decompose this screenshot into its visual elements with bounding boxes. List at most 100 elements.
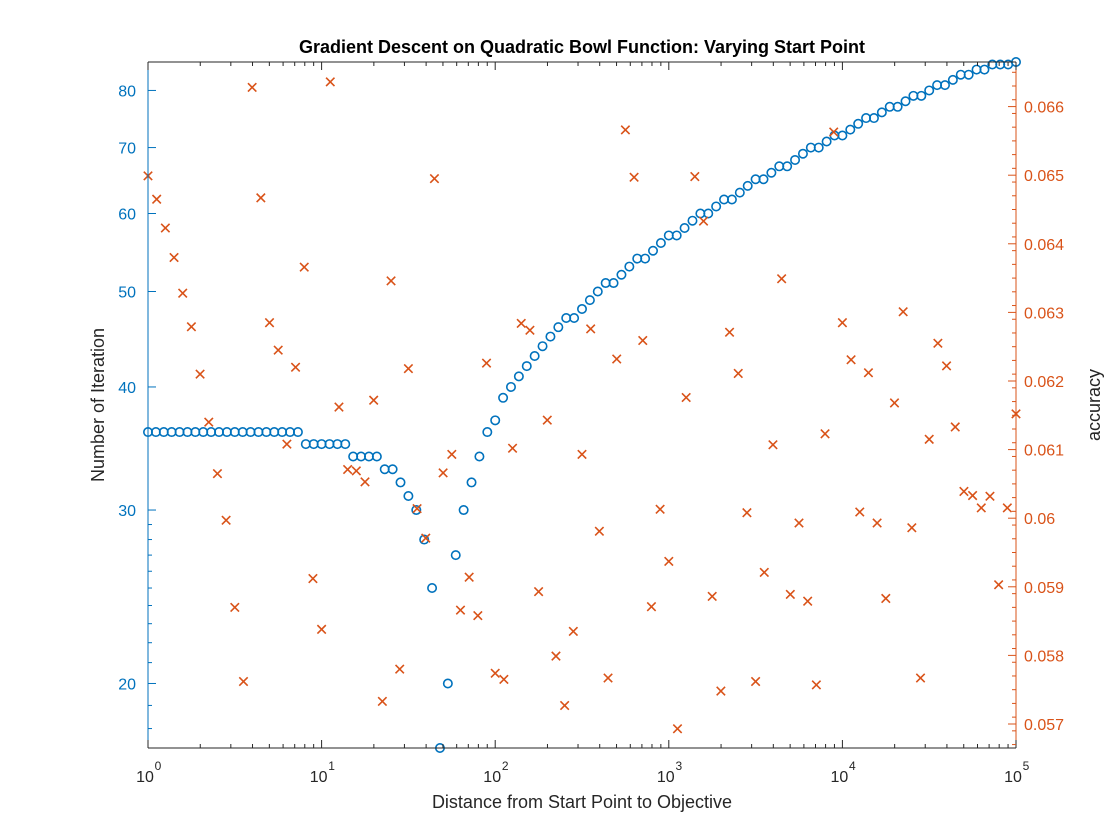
accuracy-point: [195, 369, 205, 379]
accuracy-point-stroke: [316, 624, 327, 635]
accuracy-point: [238, 676, 249, 687]
accuracy-point: [854, 507, 865, 517]
iteration-point: [521, 361, 532, 372]
y-left-tick-label: 20: [118, 676, 136, 693]
accuracy-point: [950, 422, 961, 432]
accuracy-point-stroke: [325, 77, 336, 87]
iteration-point: [916, 90, 927, 101]
iteration-point: [371, 451, 382, 462]
iteration-point: [458, 505, 469, 516]
accuracy-point-stroke: [915, 673, 926, 683]
iteration-point: [498, 392, 509, 403]
accuracy-point: [299, 262, 310, 272]
accuracy-point: [1002, 503, 1013, 513]
accuracy-point: [264, 317, 275, 328]
accuracy-point-stroke: [403, 363, 414, 374]
iteration-point: [726, 194, 737, 205]
accuracy-point-stroke: [559, 700, 570, 711]
accuracy-point: [802, 596, 813, 606]
iteration-point: [790, 154, 801, 165]
accuracy-point: [542, 415, 553, 425]
iteration-point: [797, 148, 808, 159]
accuracy-point: [577, 449, 587, 460]
iteration-point: [474, 451, 485, 462]
iteration-point: [758, 174, 769, 185]
accuracy-point: [247, 82, 257, 93]
accuracy-point-stroke: [828, 127, 839, 137]
accuracy-point-stroke: [1002, 503, 1013, 513]
iteration-point: [963, 69, 974, 80]
accuracy-point-stroke: [230, 602, 240, 613]
iteration-point: [505, 381, 516, 392]
accuracy-point-stroke: [611, 354, 622, 364]
accuracy-point: [221, 515, 231, 526]
accuracy-point: [473, 610, 483, 621]
iteration-point: [584, 295, 595, 306]
accuracy-point-stroke: [542, 415, 553, 425]
iteration-point: [821, 136, 832, 147]
accuracy-point-stroke: [872, 518, 882, 528]
accuracy-point-stroke: [394, 664, 405, 674]
accuracy-point: [481, 358, 492, 368]
accuracy-point: [464, 572, 474, 582]
accuracy-point-stroke: [985, 491, 995, 502]
accuracy-point: [151, 194, 162, 204]
x-tick-label: 10: [657, 769, 675, 786]
iteration-point: [490, 415, 501, 426]
accuracy-point: [499, 674, 509, 685]
x-tick-label: 10: [136, 769, 154, 786]
accuracy-point-stroke: [308, 573, 318, 584]
iteration-point: [624, 261, 635, 272]
accuracy-point-stroke: [577, 449, 587, 460]
accuracy-point-stroke: [967, 490, 978, 501]
accuracy-point-stroke: [473, 610, 483, 621]
iteration-point: [687, 215, 698, 226]
accuracy-point-stroke: [429, 173, 440, 184]
accuracy-point-stroke: [690, 171, 700, 182]
iteration-point: [553, 322, 564, 333]
accuracy-point-stroke: [273, 345, 283, 355]
iterations-series: [143, 56, 1021, 753]
axes: [147, 61, 1017, 749]
iteration-point: [979, 64, 990, 75]
y-right-tick-label: 0.057: [1024, 717, 1064, 734]
accuracy-point-stroke: [585, 324, 596, 334]
y-left-tick-label: 70: [118, 141, 136, 158]
iteration-point: [876, 107, 887, 118]
x-tick-label: 10: [483, 769, 501, 786]
x-tick-exponent: 2: [502, 759, 509, 773]
iteration-point: [766, 167, 777, 178]
plot-area: [148, 62, 1016, 748]
accuracy-point-stroke: [594, 526, 605, 536]
accuracy-point-stroke: [464, 572, 474, 582]
accuracy-point: [447, 449, 457, 460]
iteration-point: [403, 491, 414, 502]
y-right-tick-label: 0.062: [1024, 374, 1064, 391]
accuracy-point-stroke: [160, 223, 171, 233]
y-right-tick-label: 0.066: [1024, 100, 1064, 117]
accuracy-point-stroke: [377, 696, 388, 707]
accuracy-point: [290, 362, 301, 373]
accuracy-point-stroke: [221, 515, 231, 526]
y-left-tick-label: 30: [118, 503, 136, 520]
accuracy-point-stroke: [342, 464, 353, 475]
accuracy-point-stroke: [507, 443, 518, 453]
accuracy-point-stroke: [811, 680, 822, 690]
accuracy-point-stroke: [889, 398, 900, 408]
accuracy-point: [594, 526, 605, 536]
accuracy-point: [603, 673, 613, 683]
y-left-tick-label: 80: [118, 83, 136, 100]
accuracy-point: [377, 696, 388, 707]
x-tick-label: 10: [310, 769, 328, 786]
iteration-point: [450, 550, 461, 561]
accuracy-point-stroke: [629, 172, 639, 183]
x-tick-exponent: 1: [328, 759, 335, 773]
accuracy-point: [342, 464, 353, 475]
accuracy-point-stroke: [256, 193, 266, 203]
accuracy-point: [872, 518, 882, 528]
accuracy-point: [776, 274, 787, 284]
accuracy-point-stroke: [881, 593, 891, 604]
accuracy-point: [620, 125, 631, 135]
accuracy-point: [863, 367, 874, 378]
accuracy-point: [768, 440, 778, 450]
